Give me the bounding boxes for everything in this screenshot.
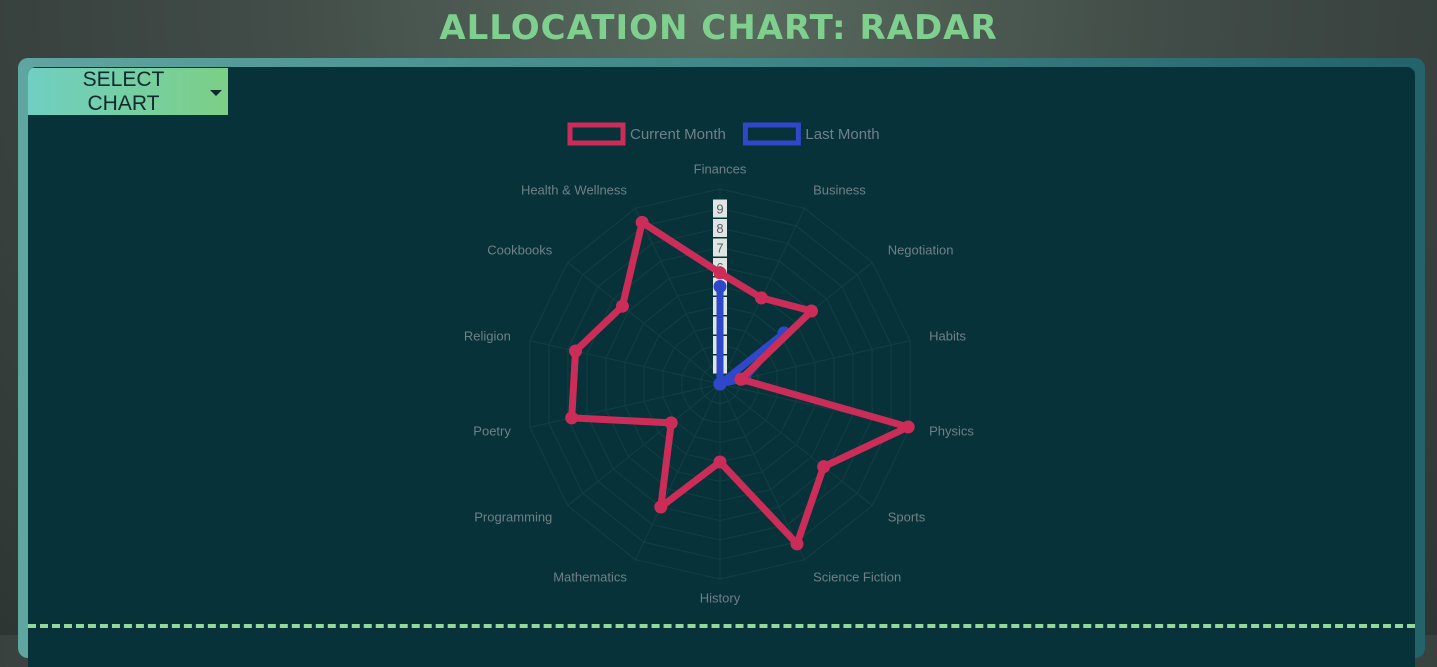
grid-spoke (634, 208, 721, 385)
grid-spoke (719, 383, 873, 506)
select-chart-button[interactable]: SELECT CHART (28, 68, 228, 115)
grid-spoke (529, 340, 721, 385)
data-point (713, 455, 727, 469)
data-point (713, 280, 727, 293)
select-chart-label: SELECT CHART (82, 67, 165, 115)
data-point (804, 304, 818, 318)
tick-label-bg (713, 219, 727, 237)
radar-chart: 123456789 FinancesBusinessNegotiationHab… (464, 122, 975, 606)
data-point (713, 377, 727, 391)
data-point (754, 291, 768, 305)
data-point (790, 537, 804, 551)
category-labels: Finances Business Negotiation Habits Physics… (464, 162, 975, 606)
category-label: History (700, 591, 741, 606)
grid-spoke (529, 383, 721, 428)
radar-series (565, 215, 915, 551)
tick-label: 9 (716, 202, 723, 217)
category-label: Programming (474, 510, 552, 525)
category-label: Mathematics (553, 569, 627, 584)
section-divider (28, 624, 1415, 628)
data-point (569, 344, 583, 358)
grid-spoke (567, 262, 721, 385)
tick-label-bg (713, 199, 727, 218)
grid-spoke (719, 383, 806, 560)
category-label: Health & Wellness (521, 183, 627, 198)
category-label: Negotiation (888, 242, 954, 257)
grid-spoke (567, 383, 721, 506)
data-point (654, 500, 668, 514)
caret-down-icon (210, 89, 222, 96)
legend[interactable]: Current Month Last Month (567, 122, 880, 146)
chart-panel: SELECT CHART 123456789 FinancesBusinessN… (28, 67, 1415, 667)
data-point (901, 420, 915, 434)
legend-swatch (567, 122, 626, 146)
category-label: Business (813, 183, 866, 198)
data-point (664, 416, 678, 430)
data-point (713, 266, 727, 280)
data-point (615, 299, 629, 313)
data-point (817, 460, 831, 474)
legend-label: Last Month (805, 126, 879, 143)
data-point (565, 411, 579, 425)
grid-spoke (634, 383, 721, 560)
category-label: Finances (694, 162, 747, 177)
legend-swatch (742, 122, 801, 146)
legend-label: Current Month (630, 126, 726, 143)
data-point (635, 215, 649, 229)
data-point (734, 372, 748, 386)
grid-spoke (719, 340, 911, 385)
tick-label: 7 (716, 241, 723, 256)
tick-label: 8 (716, 221, 723, 236)
category-label: Habits (929, 328, 966, 343)
category-label: Physics (929, 424, 974, 439)
category-label: Cookbooks (487, 242, 553, 257)
tick-label-bg (713, 238, 727, 257)
category-label: Poetry (473, 424, 511, 439)
category-label: Religion (464, 328, 511, 343)
category-label: Sports (888, 510, 926, 525)
page-title: ALLOCATION CHART: RADAR (439, 8, 998, 48)
category-label: Science Fiction (813, 569, 901, 584)
